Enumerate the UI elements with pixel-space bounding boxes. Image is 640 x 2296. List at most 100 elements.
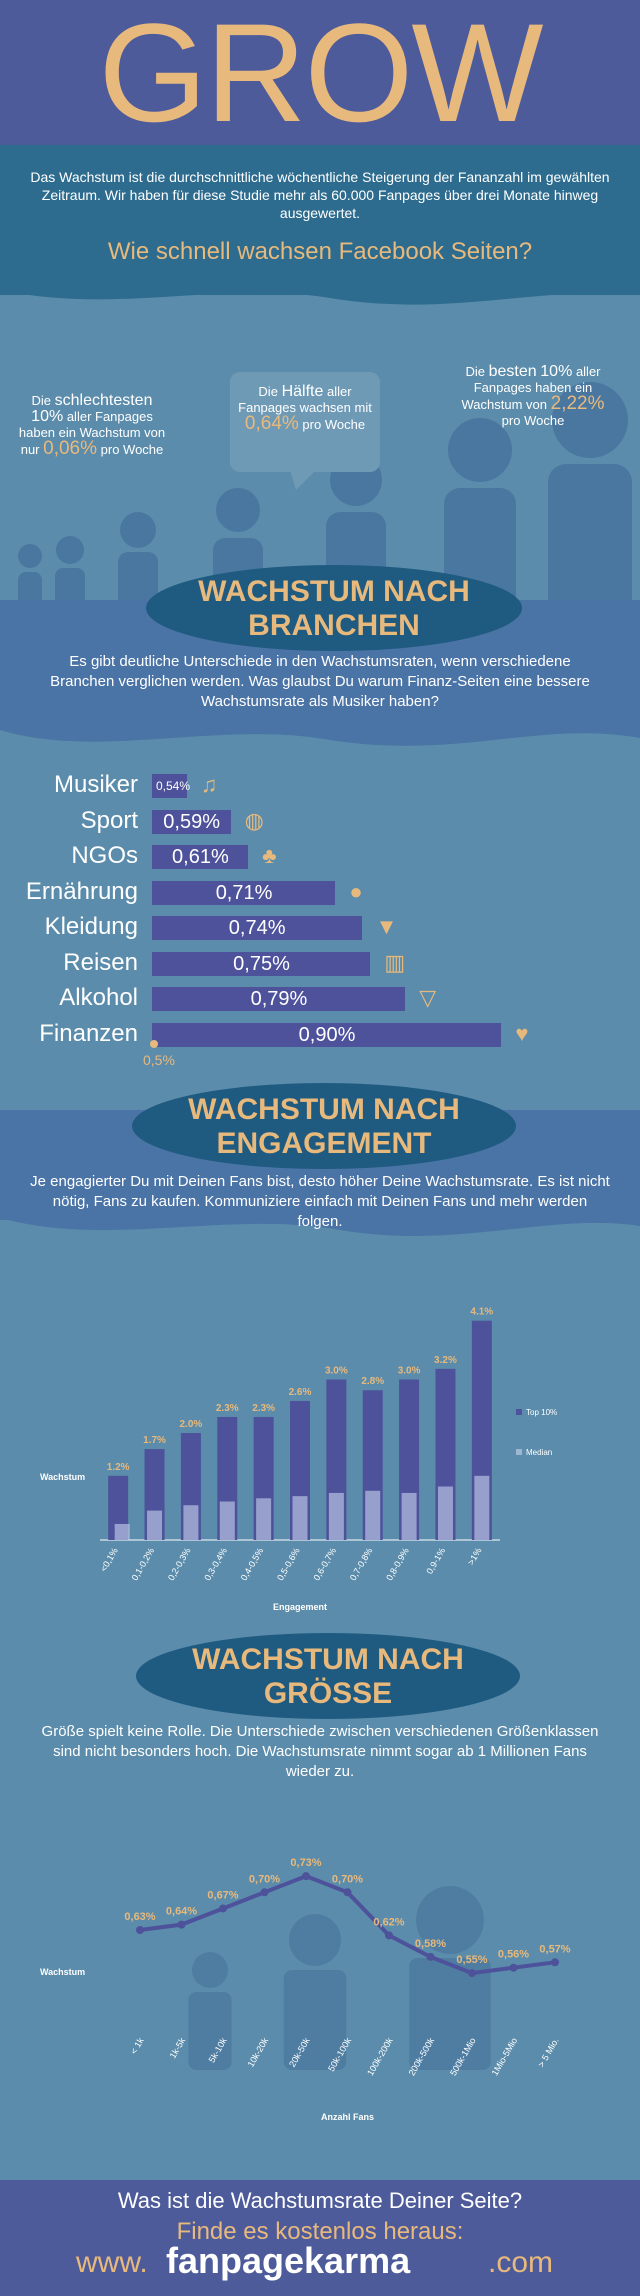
- stat-half-mid: aller Fanpages wachsen mit: [238, 384, 372, 415]
- size-point: [551, 1958, 559, 1967]
- branchen-title-pill: WACHSTUM NACH BRANCHEN: [146, 565, 522, 651]
- industry-value-ngos: 0,61%: [172, 846, 229, 868]
- engagement-bar-median: [256, 1498, 272, 1540]
- size-value-label: 0,57%: [539, 1943, 570, 1955]
- intro-band: [0, 145, 640, 295]
- engagement-value-label: 2.8%: [361, 1376, 384, 1387]
- engagement-value-label: 2.3%: [252, 1403, 275, 1414]
- footer-question: Was ist die Wachstumsrate Deiner Seite?: [117, 2188, 523, 2213]
- size-tick-label: 100k-200k: [365, 2036, 395, 2078]
- industry-label-alkohol: Alkohol: [59, 984, 138, 1011]
- basketball-icon: ◍: [244, 807, 264, 833]
- size-point: [136, 1926, 144, 1934]
- industry-bar-sport: [152, 809, 231, 834]
- branchen-text: Es gibt deutliche Unterschiede in den Wa…: [50, 653, 590, 710]
- tree-icon: ♣: [262, 843, 277, 868]
- footer-url-main[interactable]: fanpagekarma: [166, 2240, 411, 2281]
- industry-value-finanzen: 0,90%: [298, 1023, 356, 1046]
- person-silhouette-icon: [188, 1952, 232, 2070]
- engagement-wave: [0, 1210, 640, 1236]
- industry-label-reisen: Reisen: [63, 948, 138, 976]
- footer-url-suffix[interactable]: .com: [488, 2246, 554, 2279]
- size-point: [260, 1888, 269, 1897]
- books-icon: ▥: [384, 949, 406, 975]
- stat-best-pre: Die: [465, 364, 485, 379]
- branchen-wave: [0, 720, 640, 746]
- legend-label-top10: Top 10%: [526, 1408, 557, 1417]
- size-tick-label: > 5 Mio.: [536, 2036, 561, 2069]
- engagement-value-label: 3.0%: [325, 1366, 348, 1377]
- footer-answer: Finde es kostenlos heraus:: [176, 2218, 464, 2245]
- size-value-label: 0,56%: [498, 1949, 529, 1961]
- industry-label-ngos: NGOs: [71, 842, 138, 869]
- groesse-title-2: GRÖSSE: [263, 1677, 393, 1710]
- branchen-title-1: WACHSTUM NACH: [198, 575, 470, 608]
- stat-best-post: pro Woche: [501, 413, 565, 428]
- hero-banner: [0, 0, 640, 145]
- engagement-title-pill: WACHSTUM NACH ENGAGEMENT: [132, 1083, 516, 1169]
- stat-worst-mid: aller Fanpages haben ein Wachstum von nu…: [18, 409, 166, 457]
- engagement-bar-median: [328, 1492, 344, 1540]
- engagement-bar-median: [401, 1492, 417, 1540]
- groesse-title-pill: WACHSTUM NACH GRÖSSE: [136, 1633, 520, 1719]
- engagement-bar-median: [437, 1486, 453, 1540]
- engagement-value-label: 1.2%: [107, 1462, 130, 1473]
- piggy-bank-icon: ♥: [515, 1020, 529, 1046]
- person-silhouette-icon: [409, 1886, 491, 2070]
- engagement-bar-median: [147, 1510, 163, 1540]
- industry-label-musiker: Musiker: [53, 771, 138, 798]
- engagement-value-label: 1.7%: [143, 1435, 166, 1446]
- size-point: [302, 1872, 310, 1881]
- shirt-icon: ▼: [375, 914, 398, 939]
- branchen-title-2: BRANCHEN: [248, 609, 420, 642]
- size-value-label: 0,73%: [290, 1857, 321, 1869]
- stat-worst-pct: 10%: [31, 408, 64, 425]
- engagement-value-label: 4.1%: [470, 1307, 493, 1318]
- engagement-chart: 1.2% <0,1% 1.7% 0,1-0,2% 2.0% 0,2-0,3% 2.3% 0,3…: [40, 1307, 557, 1612]
- industry-bar-alkohol: [152, 987, 406, 1011]
- engagement-bar-median: [114, 1523, 130, 1540]
- engagement-title-1: WACHSTUM NACH: [188, 1093, 460, 1126]
- industry-axis-start: 0,5%: [143, 1052, 175, 1068]
- footer-url-prefix[interactable]: www.: [76, 2246, 148, 2279]
- stat-best-pct: 10%: [540, 363, 573, 380]
- intro-question: Wie schnell wachsen Facebook Seiten?: [107, 238, 533, 265]
- size-tick-label: 1k-5k: [168, 2036, 188, 2060]
- plate-fork-knife-icon: ●: [349, 878, 363, 904]
- size-value-label: 0,55%: [456, 1954, 487, 1966]
- size-tick-label: 10k-20k: [246, 2036, 271, 2069]
- stat-best-value: 2,22%: [550, 393, 605, 414]
- stat-worst: Die schlechtesten 10% aller Fanpages hab…: [12, 385, 172, 500]
- industry-bar-musiker: [152, 774, 187, 798]
- legend-swatch-top10: [516, 1409, 522, 1415]
- size-x-label: Anzahl Fans: [321, 2112, 374, 2122]
- page-title: GROW UP!: [98, 0, 543, 290]
- groesse-text: Größe spielt keine Rolle. Die Unterschie…: [41, 1723, 599, 1780]
- cocktail-icon: ▽: [419, 985, 437, 1010]
- stat-worst-post: pro Woche: [100, 442, 164, 457]
- industry-label-ernährung: Ernährung: [25, 877, 138, 905]
- engagement-tick-label: 0,7-0,8%: [348, 1546, 375, 1582]
- engagement-tick-label: <0,1%: [98, 1546, 120, 1573]
- groesse-title-1: WACHSTUM NACH: [192, 1643, 464, 1676]
- engagement-bar-median: [219, 1501, 235, 1540]
- engagement-tick-label: 0,5-0,6%: [275, 1546, 302, 1582]
- engagement-bar-median: [183, 1505, 199, 1540]
- engagement-value-label: 3.0%: [398, 1366, 421, 1377]
- stat-worst-highlight: schlechtesten: [54, 392, 153, 409]
- industry-value-sport: 0,59%: [163, 810, 221, 833]
- engagement-bar-median: [365, 1490, 381, 1540]
- engagement-tick-label: 0,6-0,7%: [311, 1546, 338, 1582]
- size-point: [177, 1920, 186, 1929]
- footer-band: [0, 2180, 640, 2296]
- engagement-tick-label: 0,4-0,5%: [239, 1546, 266, 1582]
- industry-bar-ernährung: [152, 880, 336, 905]
- size-value-label: 0,63%: [124, 1911, 155, 1923]
- engagement-tick-label: 0,8-0,9%: [384, 1546, 411, 1582]
- size-value-label: 0,64%: [166, 1906, 197, 1918]
- intro-wave: [0, 280, 640, 305]
- intro-text: Das Wachstum ist die durchschnittliche w…: [30, 169, 610, 221]
- stat-best-mid: aller Fanpages haben ein Wachstum von: [461, 364, 601, 412]
- engagement-tick-label: 0,3-0,4%: [202, 1546, 229, 1582]
- stat-worst-pre: Die: [31, 393, 52, 408]
